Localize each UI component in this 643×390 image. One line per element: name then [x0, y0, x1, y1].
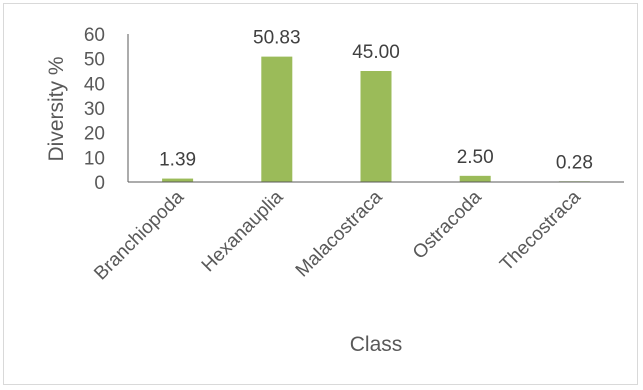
- y-tick-labels: 0 10 20 30 40 50 60: [84, 25, 105, 194]
- x-tick-label: Malacostraca: [292, 186, 387, 281]
- y-tick-label: 0: [94, 173, 105, 194]
- chart-frame: [3, 3, 638, 385]
- y-tick-label: 30: [84, 99, 105, 120]
- x-tick-label: Thecostraca: [496, 186, 585, 275]
- y-tick-label: 20: [84, 124, 105, 145]
- data-label: 45.00: [352, 42, 400, 63]
- data-label: 2.50: [457, 147, 494, 168]
- y-tick-label: 60: [84, 25, 105, 46]
- data-labels: 1.39 50.83 45.00 2.50 0.28: [159, 28, 593, 174]
- bar-hexanauplia: [261, 56, 293, 182]
- bars: [162, 56, 590, 182]
- y-tick-label: 10: [84, 148, 105, 169]
- data-label: 50.83: [253, 28, 301, 49]
- data-label: 0.28: [556, 152, 593, 173]
- bar-ostracoda: [459, 175, 491, 182]
- y-tick-label: 50: [84, 50, 105, 71]
- bar-branchiopoda: [162, 178, 194, 182]
- x-tick-label: Hexanauplia: [198, 186, 288, 276]
- x-tick-label: Ostracoda: [409, 186, 486, 263]
- y-axis-title: Diversity %: [45, 56, 68, 161]
- data-label: 1.39: [159, 150, 196, 171]
- x-tick-labels: Branchiopoda Hexanauplia Malacostraca Ostra…: [90, 186, 585, 284]
- y-tick-label: 40: [84, 74, 105, 95]
- x-axis-title: Class: [350, 333, 403, 356]
- bar-malacostraca: [360, 71, 392, 182]
- x-tick-label: Branchiopoda: [90, 186, 188, 284]
